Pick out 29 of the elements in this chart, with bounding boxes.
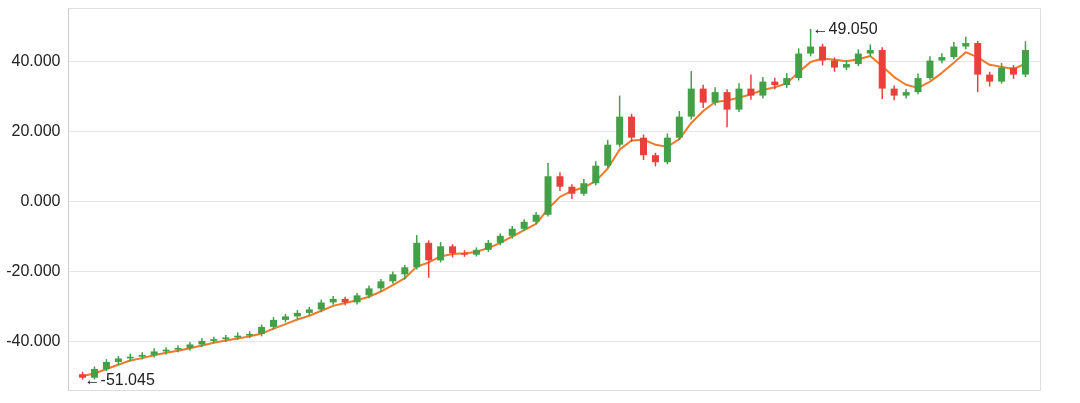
candlestick	[759, 76, 767, 100]
candlestick	[138, 351, 146, 361]
candlestick	[914, 72, 922, 95]
candlestick	[735, 82, 743, 113]
candlestick	[174, 344, 182, 353]
candlestick	[604, 139, 612, 169]
y-tick-label: 0.000	[20, 192, 61, 210]
y-tick-label: -40.000	[6, 332, 61, 350]
candlestick	[711, 86, 719, 107]
candlestick	[747, 73, 755, 101]
candlestick	[723, 88, 731, 128]
candlestick	[425, 239, 433, 279]
candlestick	[437, 241, 445, 264]
candlestick	[640, 133, 648, 161]
candlestick	[998, 62, 1006, 85]
annotation: ←49.050	[812, 19, 878, 37]
candlestick	[556, 171, 564, 192]
candlestick	[675, 110, 683, 141]
candlestick	[807, 28, 815, 58]
candlestick	[222, 334, 230, 343]
candlestick	[699, 84, 707, 109]
y-tick-label: -20.000	[6, 262, 61, 280]
y-tick-label: 20.000	[11, 122, 61, 140]
y-tick-label: 40.000	[11, 52, 61, 70]
candlestick	[628, 113, 636, 143]
candlestick	[926, 55, 934, 81]
candlestick	[592, 160, 600, 187]
annotation: ←-51.045	[84, 370, 155, 388]
candlestick	[819, 43, 827, 67]
